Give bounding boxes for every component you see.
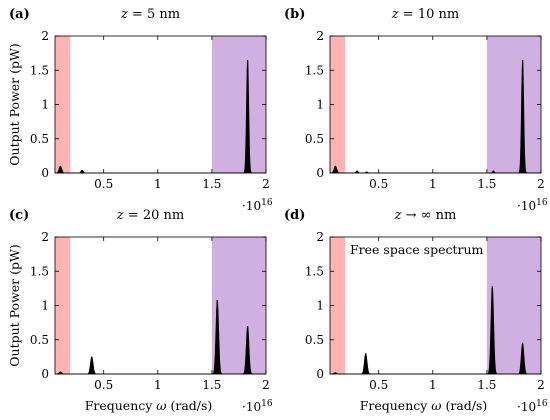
x-tick-label: 1.5 [202, 378, 221, 392]
y-tick-label: 1.5 [30, 264, 49, 278]
y-tick-label: 0 [316, 166, 324, 180]
y-axis-label: Output Power (pW) [7, 244, 22, 366]
x-tick-label: 0.5 [369, 378, 388, 392]
x-tick-label: 2 [537, 378, 545, 392]
y-tick-label: 1 [41, 299, 49, 313]
shaded-region [486, 237, 541, 374]
x-tick-label: 2 [262, 177, 270, 191]
y-tick-label: 0 [41, 367, 49, 381]
panel-title: z = 10 nm [391, 7, 459, 22]
panel-a: 0.5 1 1.5 2 0 0.5 1 1.5 2 ·1016 (a) z = 5 nm Output … [7, 7, 273, 213]
y-tick-label: 2 [41, 230, 49, 244]
y-tick-label: 2 [316, 230, 324, 244]
x-tick-label: 2 [537, 177, 545, 191]
panel-label: (c) [9, 208, 29, 223]
y-tick-label: 1 [316, 98, 324, 112]
y-tick-label: 1.5 [305, 63, 324, 77]
panel-c: 0.5 1 1.5 2 0 0.5 1 1.5 2 ·1016 (c) z = 20 nm Output… [7, 208, 273, 414]
x-tick-label: 1 [154, 177, 162, 191]
y-axis-label: Output Power (pW) [7, 43, 22, 165]
y-tick-label: 0.5 [305, 333, 324, 347]
y-tick-label: 1 [316, 299, 324, 313]
y-tick-label: 2 [41, 29, 49, 43]
x-tick-label: 1 [429, 177, 437, 191]
x-tick-label: 1 [154, 378, 162, 392]
x-tick-label: 0.5 [94, 177, 113, 191]
panel-d: 0.5 1 1.5 2 0 0.5 1 1.5 2 ·1016 (d) z → ∞ nm Frequen… [284, 208, 548, 414]
y-tick-label: 2 [316, 29, 324, 43]
x-tick-label: 0.5 [369, 177, 388, 191]
panel-label: (d) [284, 208, 305, 223]
y-tick-label: 1.5 [305, 264, 324, 278]
x-tick-label: 1.5 [477, 378, 496, 392]
y-tick-label: 0 [316, 367, 324, 381]
x-tick-label: 1.5 [477, 177, 496, 191]
y-tick-label: 0.5 [30, 333, 49, 347]
x-tick-label: 0.5 [94, 378, 113, 392]
x-tick-label: 1 [429, 378, 437, 392]
annotation-label: Free space spectrum [350, 242, 484, 257]
y-tick-label: 0.5 [305, 132, 324, 146]
x-multiplier: ·1016 [517, 399, 548, 414]
y-tick-label: 1 [41, 98, 49, 112]
y-tick-label: 1.5 [30, 63, 49, 77]
shaded-region [486, 36, 541, 173]
panel-label: (b) [284, 7, 305, 22]
x-axis-label: Frequency ω (rad/s) [85, 398, 213, 413]
x-multiplier: ·1016 [517, 198, 548, 213]
x-tick-label: 2 [262, 378, 270, 392]
shaded-region [211, 36, 266, 173]
panel-label: (a) [9, 7, 30, 22]
x-tick-label: 1.5 [202, 177, 221, 191]
x-multiplier: ·1016 [242, 198, 273, 213]
y-tick-label: 0.5 [30, 132, 49, 146]
panel-b: 0.5 1 1.5 2 0 0.5 1 1.5 2 ·1016 (b) z = 10 nm [284, 7, 548, 213]
x-multiplier: ·1016 [242, 399, 273, 414]
panel-title: z → ∞ nm [394, 208, 457, 223]
x-axis-label: Frequency ω (rad/s) [360, 398, 488, 413]
shaded-region [211, 237, 266, 374]
panel-title: z = 20 nm [116, 208, 184, 223]
y-tick-label: 0 [41, 166, 49, 180]
panel-title: z = 5 nm [120, 7, 180, 22]
